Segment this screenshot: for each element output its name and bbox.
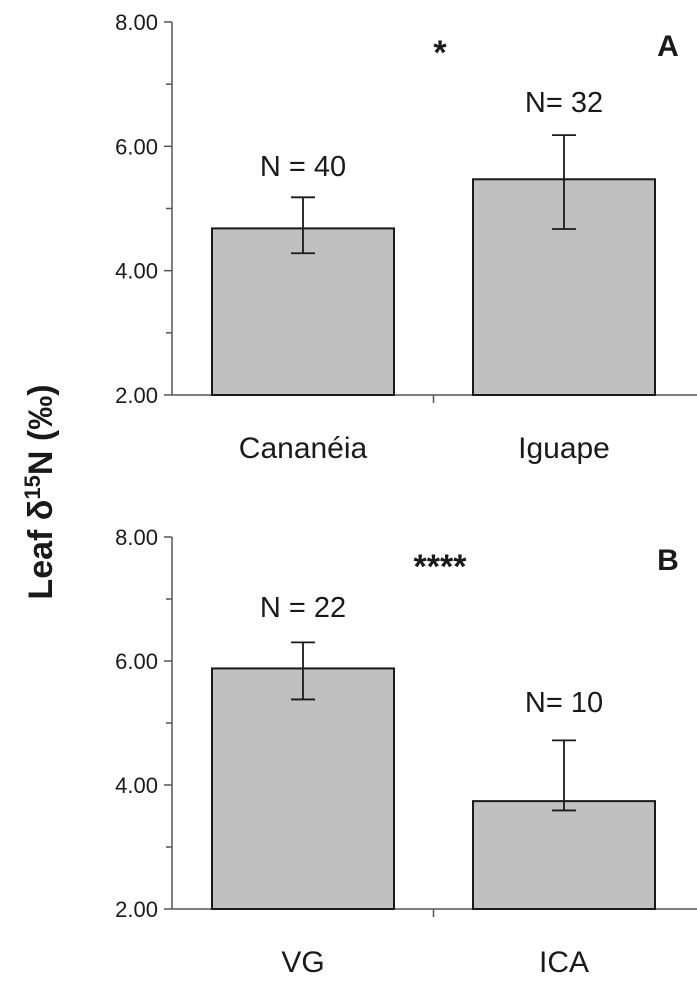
y-tick-label: 6.00	[115, 134, 158, 159]
y-axis-title: Leaf δ15N (‰)	[20, 384, 60, 599]
bar	[472, 800, 656, 910]
y-axis-title-rest: N (‰)	[22, 384, 60, 475]
y-axis-title-superscript: 15	[20, 475, 45, 499]
significance-label: ****	[414, 548, 468, 586]
panel-letter: B	[657, 544, 679, 577]
y-tick-label: 8.00	[115, 10, 158, 35]
x-category-label: Cananéia	[239, 432, 368, 465]
y-tick-label: 2.00	[115, 383, 158, 408]
y-tick-label: 4.00	[115, 259, 158, 284]
panel-b: 2.00 4.00 6.00 8.00 N = 22 VG N= 10 ICA B ****	[115, 525, 697, 979]
x-category-label: ICA	[539, 946, 589, 979]
y-axis-title-main: Leaf δ	[22, 500, 60, 600]
x-category-label: VG	[281, 946, 324, 979]
sample-size-label: N= 10	[525, 687, 603, 719]
x-category-label: Iguape	[518, 432, 610, 465]
panel-a: 2.00 4.00 6.00 8.00 N = 40 Cananéia N= 32 Iguap…	[115, 10, 697, 465]
y-tick-label: 2.00	[115, 897, 158, 922]
bar	[211, 667, 395, 910]
sample-size-label: N = 40	[260, 151, 346, 183]
y-tick-label: 8.00	[115, 525, 158, 550]
y-tick-label: 4.00	[115, 773, 158, 798]
panel-letter: A	[657, 30, 679, 63]
sample-size-label: N = 22	[260, 592, 346, 624]
significance-label: *	[433, 34, 447, 72]
sample-size-label: N= 32	[525, 87, 603, 119]
y-tick-label: 6.00	[115, 649, 158, 674]
